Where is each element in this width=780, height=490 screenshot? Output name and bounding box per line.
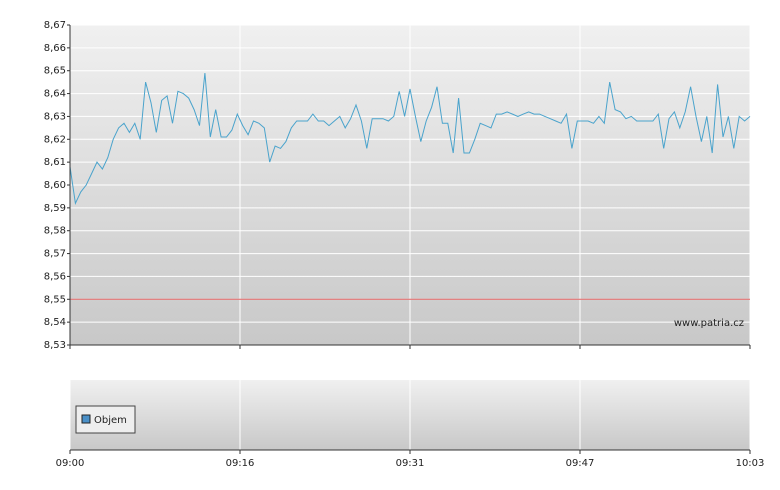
y-tick-label: 8,62 <box>44 134 66 145</box>
y-tick-label: 8,55 <box>44 294 66 305</box>
y-tick-label: 8,56 <box>44 271 66 282</box>
y-tick-label: 8,60 <box>44 180 66 191</box>
x-tick-label: 10:03 <box>736 458 765 469</box>
y-tick-label: 8,58 <box>44 226 66 237</box>
y-tick-label: 8,59 <box>44 203 66 214</box>
watermark: www.patria.cz <box>674 318 744 329</box>
y-tick-label: 8,53 <box>44 340 66 351</box>
x-tick-label: 09:47 <box>566 458 595 469</box>
x-tick-label: 09:16 <box>226 458 255 469</box>
y-tick-label: 8,66 <box>44 43 66 54</box>
y-tick-label: 8,67 <box>44 20 66 31</box>
y-tick-label: 8,64 <box>44 89 66 100</box>
price-line <box>69 72 751 206</box>
y-tick-label: 8,57 <box>44 249 66 260</box>
x-tick-label: 09:00 <box>56 458 85 469</box>
y-tick-label: 8,63 <box>44 111 66 122</box>
y-tick-label: 8,61 <box>44 157 66 168</box>
y-tick-label: 8,65 <box>44 66 66 77</box>
y-tick-label: 8,54 <box>44 317 66 328</box>
legend-label: Objem <box>94 415 127 426</box>
x-tick-label: 09:31 <box>396 458 425 469</box>
legend-swatch <box>81 414 91 424</box>
